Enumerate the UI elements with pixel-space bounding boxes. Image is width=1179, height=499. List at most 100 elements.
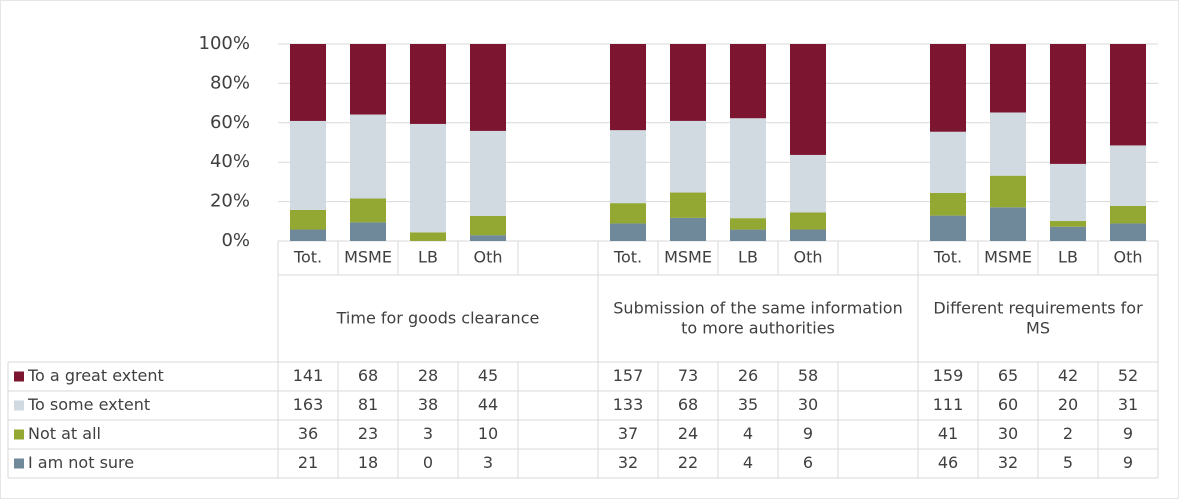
table-value: 42 — [1058, 366, 1078, 385]
bar-segment — [990, 44, 1026, 113]
bar-segment — [730, 44, 766, 119]
bar-segment — [410, 123, 446, 233]
table-value: 36 — [298, 424, 318, 443]
table-value: 3 — [483, 453, 493, 472]
table-value: 4 — [743, 424, 753, 443]
x-tick-label: LB — [1058, 248, 1078, 267]
bar-segment — [990, 112, 1026, 176]
bar-segment — [470, 215, 506, 236]
legend-swatch — [14, 400, 24, 411]
table-value: 32 — [998, 453, 1018, 472]
group-label: Different requirements for MS — [933, 298, 1143, 337]
table-value: 111 — [933, 395, 964, 414]
table-value: 0 — [423, 453, 433, 472]
table-value: 24 — [678, 424, 698, 443]
bar-segment — [290, 44, 326, 121]
bar-segment — [470, 44, 506, 131]
table-value: 37 — [618, 424, 638, 443]
table-value: 159 — [933, 366, 964, 385]
table-value: 9 — [803, 424, 813, 443]
table-value: 18 — [358, 453, 378, 472]
y-tick-label: 0% — [221, 230, 250, 251]
bar-segment — [930, 192, 966, 216]
bar-segment — [730, 229, 766, 241]
table-value: 6 — [803, 453, 813, 472]
legend-label: I am not sure — [28, 453, 134, 472]
table-value: 68 — [678, 395, 698, 414]
bar-segment — [670, 44, 706, 121]
x-tick-label: LB — [738, 248, 758, 267]
table-value: 3 — [423, 424, 433, 443]
bar-segment — [670, 217, 706, 241]
table-value: 65 — [998, 366, 1018, 385]
bar-segment — [1050, 221, 1086, 227]
table-value: 58 — [798, 366, 818, 385]
table-value: 60 — [998, 395, 1018, 414]
bar-segment — [1110, 223, 1146, 241]
table-value: 41 — [938, 424, 958, 443]
bar-segment — [670, 120, 706, 193]
x-tick-label: Tot. — [293, 248, 322, 267]
x-tick-label: MSME — [984, 248, 1032, 267]
bar-segment — [470, 235, 506, 241]
table-value: 30 — [998, 424, 1018, 443]
group-label: Submission of the same information to mor… — [613, 298, 902, 337]
bar-segment — [1050, 163, 1086, 222]
bar-segment — [290, 229, 326, 241]
table-value: 4 — [743, 453, 753, 472]
legend-swatch — [14, 458, 24, 469]
bar-segment — [790, 229, 826, 241]
bar-segment — [290, 209, 326, 230]
bar-segment — [790, 154, 826, 213]
bar-segment — [350, 114, 386, 199]
table-value: 133 — [613, 395, 644, 414]
bar-segment — [790, 44, 826, 155]
x-tick-label: Oth — [473, 248, 502, 267]
legend-label: To some extent — [27, 395, 150, 414]
x-tick-label: Oth — [793, 248, 822, 267]
bar-segment — [350, 198, 386, 223]
x-tick-label: Tot. — [933, 248, 962, 267]
table-value: 20 — [1058, 395, 1078, 414]
table-value: 30 — [798, 395, 818, 414]
y-tick-label: 40% — [210, 151, 250, 172]
table-value: 28 — [418, 366, 438, 385]
bar-segment — [1110, 44, 1146, 146]
table-value: 10 — [478, 424, 498, 443]
bar-segment — [290, 120, 326, 210]
bar-segment — [610, 44, 646, 131]
bar-segment — [730, 218, 766, 230]
bar-segment — [350, 44, 386, 115]
y-tick-label: 80% — [210, 72, 250, 93]
table-value: 35 — [738, 395, 758, 414]
bar-segment — [610, 223, 646, 241]
table-value: 2 — [1063, 424, 1073, 443]
x-tick-label: MSME — [344, 248, 392, 267]
bar-segment — [470, 130, 506, 216]
bar-segment — [610, 130, 646, 204]
table-value: 23 — [358, 424, 378, 443]
bar-segment — [670, 192, 706, 218]
legend-label: To a great extent — [27, 366, 164, 385]
bar-segment — [1110, 145, 1146, 206]
bar-segment — [990, 207, 1026, 241]
table-value: 163 — [293, 395, 324, 414]
group-label: Time for goods clearance — [336, 308, 540, 327]
bar-segment — [410, 232, 446, 241]
x-tick-label: MSME — [664, 248, 712, 267]
table-value: 46 — [938, 453, 958, 472]
y-tick-label: 60% — [210, 112, 250, 133]
x-tick-label: LB — [418, 248, 438, 267]
table-value: 26 — [738, 366, 758, 385]
bar-segment — [930, 44, 966, 132]
table-value: 157 — [613, 366, 644, 385]
bar-segment — [930, 215, 966, 241]
table-value: 81 — [358, 395, 378, 414]
bar-segment — [790, 212, 826, 230]
table-value: 45 — [478, 366, 498, 385]
bar-segment — [930, 131, 966, 193]
table-value: 44 — [478, 395, 498, 414]
legend-label: Not at all — [28, 424, 101, 443]
bar-segment — [410, 44, 446, 124]
